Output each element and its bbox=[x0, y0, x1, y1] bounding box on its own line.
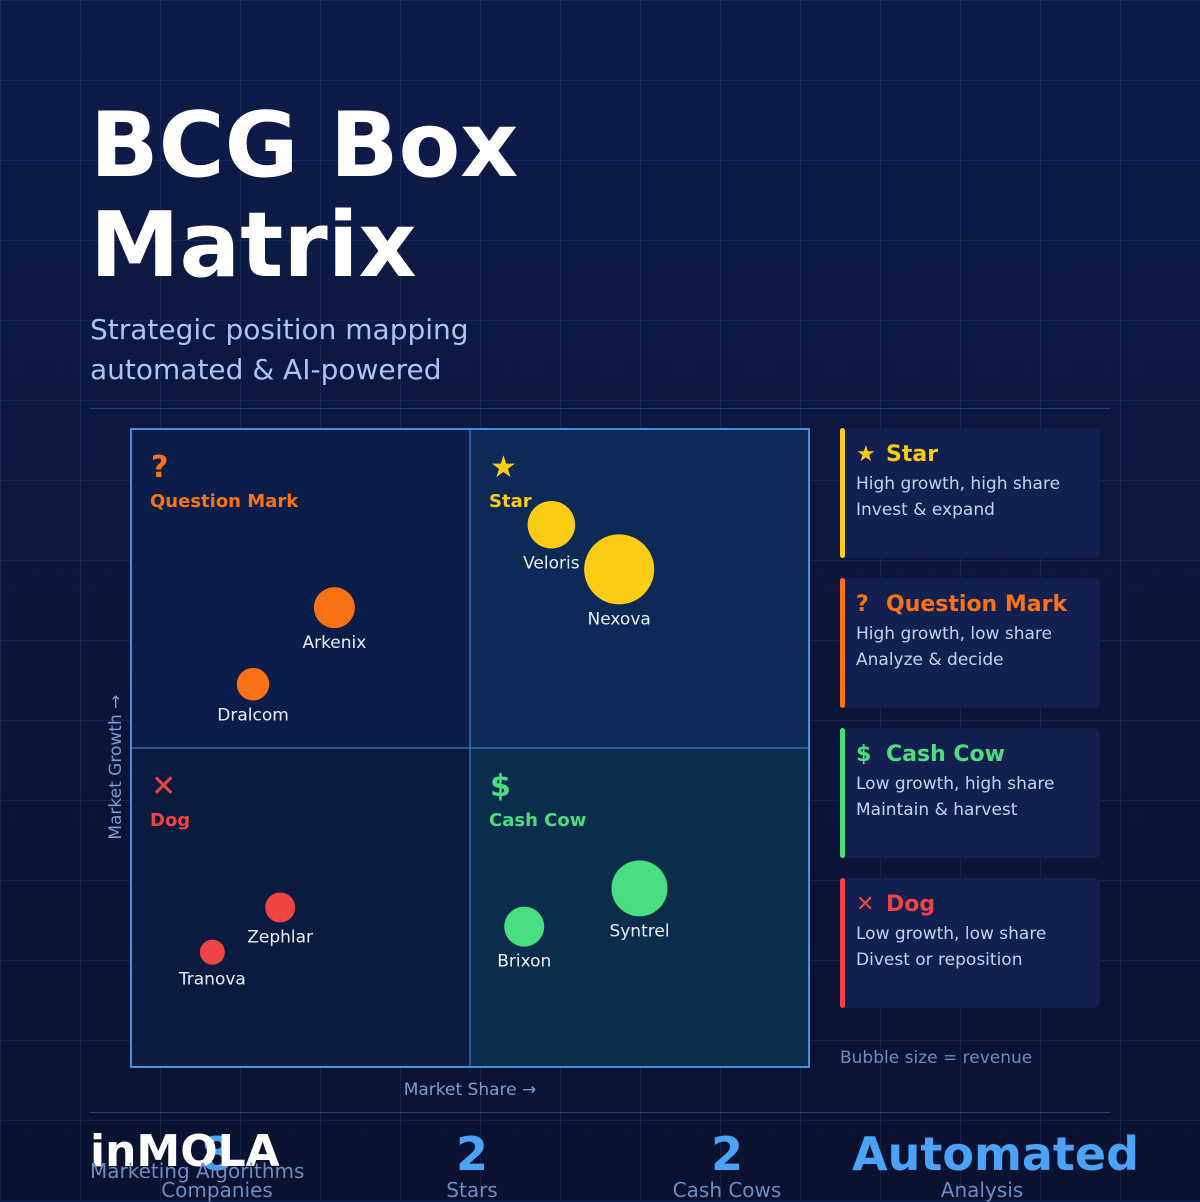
quadrant-question-icon: ? bbox=[151, 450, 168, 485]
bubble-tranova bbox=[199, 939, 225, 965]
legend-card-question-mark: ? Question Mark High growth, low share An… bbox=[840, 578, 1100, 708]
bcg-matrix-chart: ? Question Mark ★ Star ✕ Dog $ Cash Cow Veloris N… bbox=[106, 428, 810, 1100]
cross-icon: ✕ bbox=[856, 892, 875, 917]
footer-divider bbox=[90, 1112, 1110, 1113]
stat-value: Automated bbox=[852, 1127, 1140, 1181]
brand-tagline: Marketing Algorithms bbox=[90, 1159, 305, 1183]
stat-label: Analysis bbox=[940, 1178, 1024, 1202]
legend-card-cash-cow: $ Cash Cow Low growth, high share Maintai… bbox=[840, 728, 1100, 858]
legend-accent-bar bbox=[840, 728, 845, 858]
legend-action: Invest & expand bbox=[856, 500, 995, 520]
stat-value: 2 bbox=[455, 1127, 488, 1181]
legend-description: Low growth, high share bbox=[856, 774, 1055, 794]
bubble-label: Tranova bbox=[178, 970, 246, 990]
legend-description: Low growth, low share bbox=[856, 924, 1047, 944]
bubble-label: Arkenix bbox=[302, 633, 366, 653]
quadrant-star-label: Star bbox=[489, 491, 532, 512]
legend-action: Analyze & decide bbox=[856, 650, 1004, 670]
legend-title: Star bbox=[886, 442, 939, 467]
legend-title: Question Mark bbox=[886, 592, 1068, 617]
x-axis-label: Market Share → bbox=[404, 1080, 537, 1100]
bubble-label: Syntrel bbox=[609, 921, 669, 941]
legend-heading: $ Cash Cow bbox=[856, 742, 1005, 767]
y-axis-label: Market Growth → bbox=[106, 695, 126, 840]
stat-label: Stars bbox=[446, 1178, 498, 1202]
legend-heading: ★ Star bbox=[856, 442, 938, 467]
header-divider bbox=[90, 408, 1110, 409]
stat-stars: 2 Stars bbox=[342, 1126, 602, 1202]
legend-action: Maintain & harvest bbox=[856, 800, 1018, 820]
bubble-dralcom bbox=[236, 667, 270, 701]
stat-cash-cows: 2 Cash Cows bbox=[597, 1126, 857, 1202]
stat-analysis: Automated Analysis bbox=[852, 1126, 1140, 1202]
dollar-icon: $ bbox=[856, 742, 872, 767]
page-title: BCG Box Matrix bbox=[90, 93, 519, 298]
bubble-label: Zephlar bbox=[247, 928, 313, 948]
bubble-label: Dralcom bbox=[217, 705, 289, 725]
stat-label: Companies bbox=[161, 1178, 273, 1202]
question-mark-icon: ? bbox=[856, 592, 869, 617]
stat-label: Cash Cows bbox=[672, 1178, 782, 1202]
legend-description: High growth, high share bbox=[856, 474, 1061, 494]
quadrant-cash-label: Cash Cow bbox=[489, 810, 586, 831]
bubble-size-note: Bubble size = revenue bbox=[840, 1048, 1033, 1068]
quadrant-dog-icon: ✕ bbox=[151, 769, 176, 804]
bubble-nexova bbox=[584, 534, 655, 605]
legend-action: Divest or reposition bbox=[856, 950, 1023, 970]
legend-accent-bar bbox=[840, 578, 845, 708]
bubble-label: Veloris bbox=[523, 553, 580, 573]
legend-description: High growth, low share bbox=[856, 624, 1052, 644]
legend-card-dog: ✕ Dog Low growth, low share Divest or rep… bbox=[840, 878, 1100, 1008]
page-subtitle: Strategic position mapping automated & A… bbox=[90, 310, 690, 390]
bubble-arkenix bbox=[313, 587, 355, 629]
legend-accent-bar bbox=[840, 878, 845, 1008]
legend-accent-bar bbox=[840, 428, 845, 558]
quadrant-cash-icon: $ bbox=[490, 769, 511, 804]
quadrant-question bbox=[131, 429, 470, 748]
star-icon: ★ bbox=[856, 442, 876, 467]
bubble-zephlar bbox=[265, 892, 296, 923]
legend-title: Dog bbox=[886, 892, 936, 917]
quadrant-star-icon: ★ bbox=[490, 450, 517, 485]
quadrant-question-label: Question Mark bbox=[150, 491, 299, 512]
bubble-syntrel bbox=[611, 860, 668, 917]
legend-heading: ? Question Mark bbox=[856, 592, 1067, 617]
legend-heading: ✕ Dog bbox=[856, 892, 935, 917]
stat-companies: 8 Companies bbox=[87, 1126, 347, 1202]
legend-title: Cash Cow bbox=[886, 742, 1005, 767]
bubble-label: Nexova bbox=[588, 609, 651, 629]
brand-logo: inMOLA bbox=[90, 1126, 280, 1177]
bubble-veloris bbox=[527, 500, 576, 549]
bubble-label: Brixon bbox=[497, 952, 551, 972]
legend-card-star: ★ Star High growth, high share Invest & e… bbox=[840, 428, 1100, 558]
quadrant-dog bbox=[131, 748, 470, 1067]
stat-value: 8 bbox=[200, 1127, 233, 1181]
stat-value: 2 bbox=[710, 1127, 743, 1181]
bubble-brixon bbox=[504, 906, 545, 947]
subtitle-line-2: automated & AI-powered bbox=[90, 353, 442, 386]
subtitle-line-1: Strategic position mapping bbox=[90, 313, 469, 346]
quadrant-dog-label: Dog bbox=[150, 810, 190, 831]
